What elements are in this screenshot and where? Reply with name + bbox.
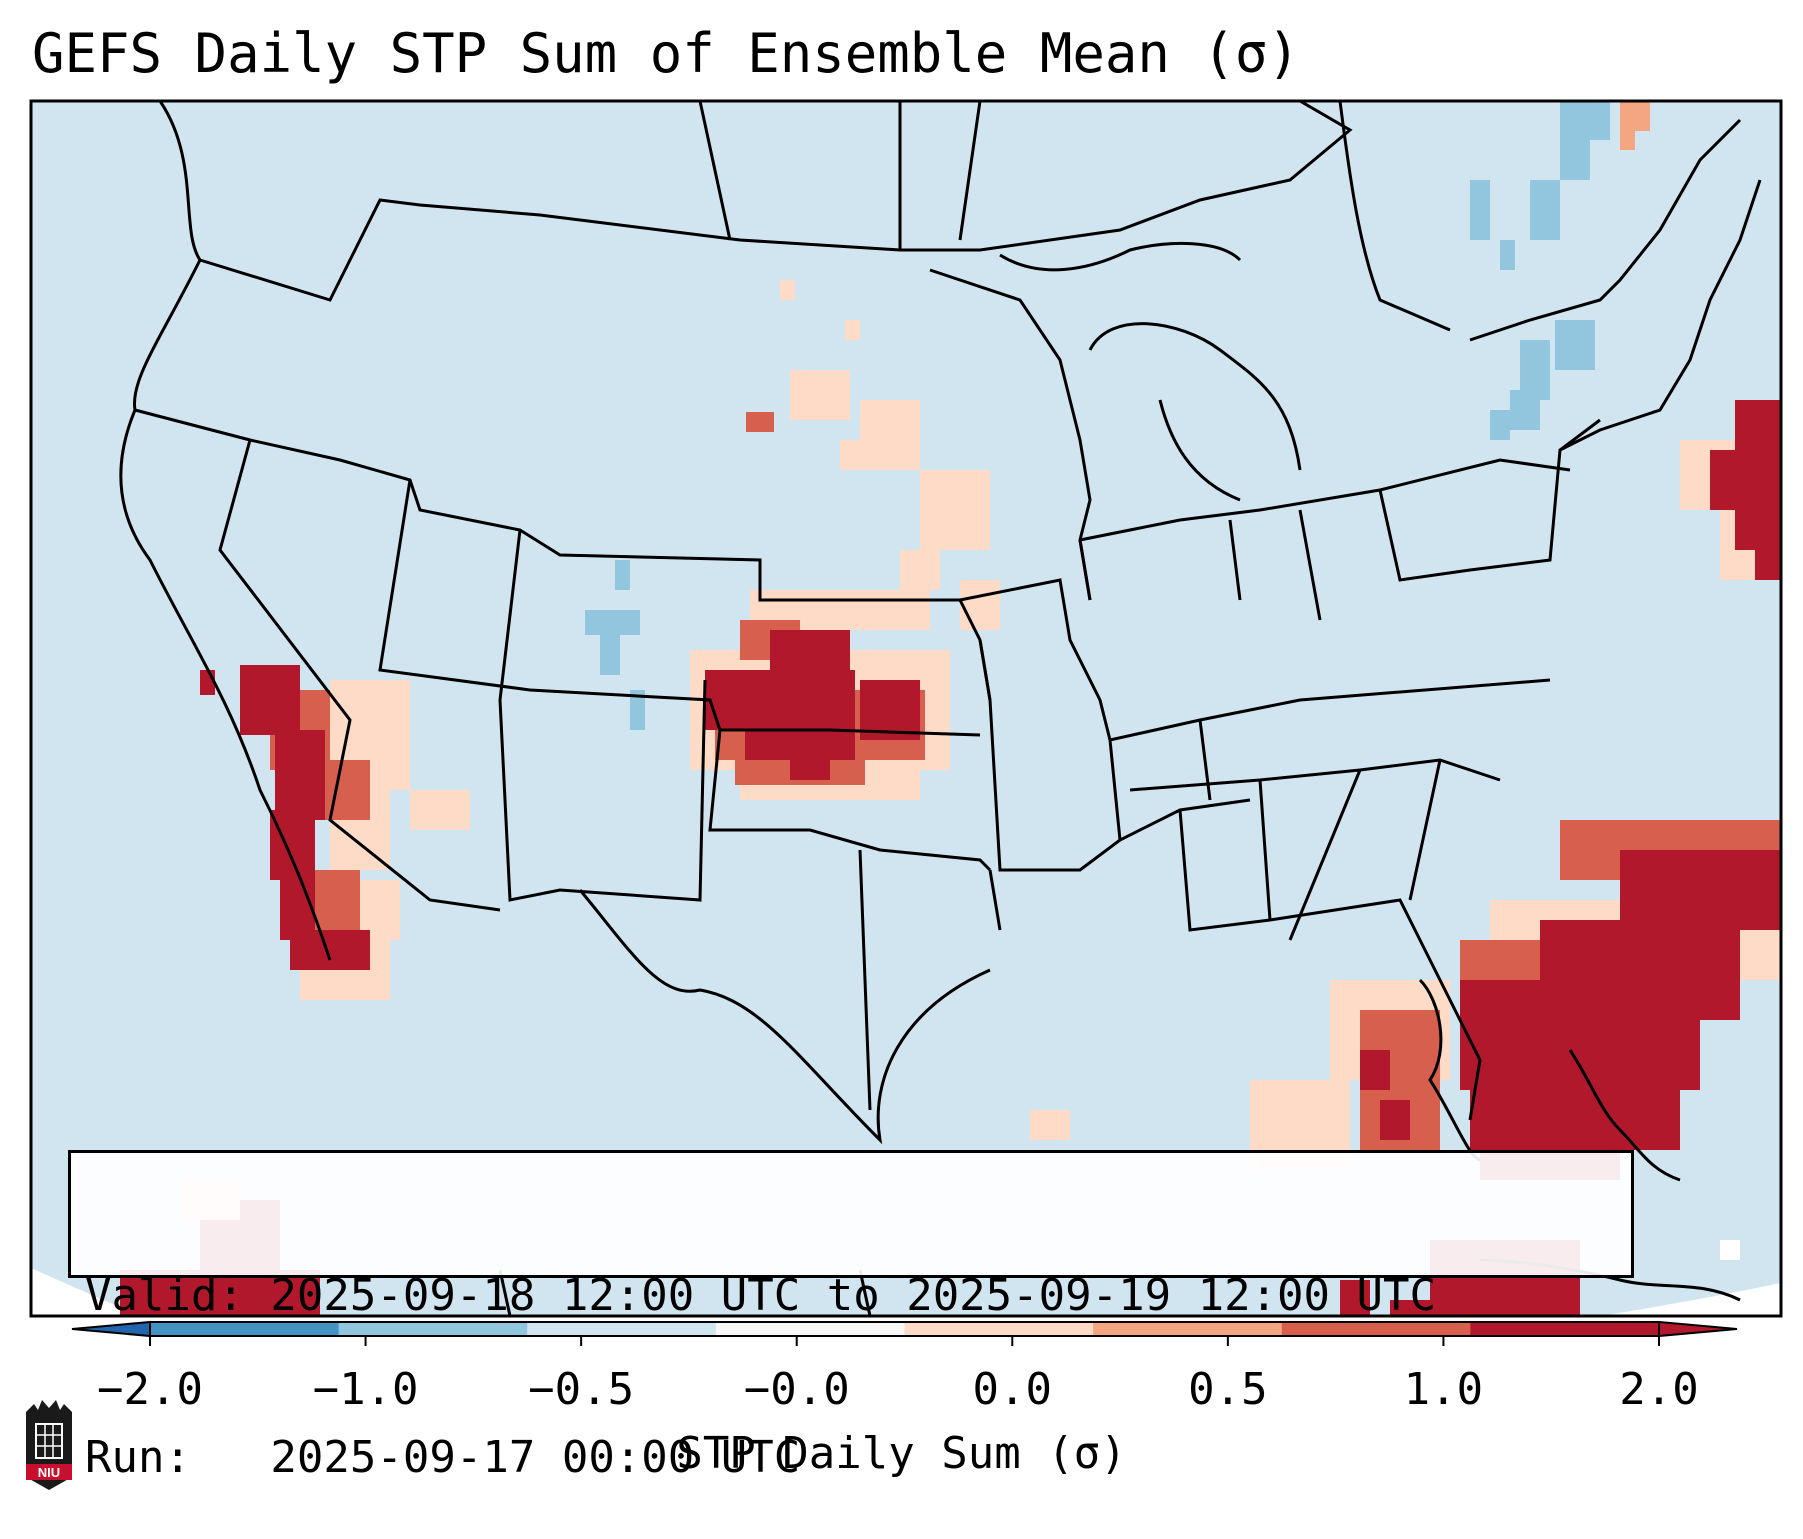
valid-line: Valid: 2025-09-18 12:00 UTC to 2025-09-1… xyxy=(85,1270,1437,1321)
plains-nebraska-dakota xyxy=(780,280,1000,630)
colorbar-tick-label: −0.0 xyxy=(744,1364,850,1415)
colorado-rockies xyxy=(585,560,645,730)
run-line: Run: 2025-09-17 00:00 UTC xyxy=(85,1432,801,1483)
colorbar-tick-label: 0.5 xyxy=(1188,1364,1267,1415)
colorbar-segment xyxy=(904,1322,1094,1336)
colorbar-segment xyxy=(715,1322,905,1336)
plains-small-red xyxy=(746,412,774,432)
colorbar-extend-low xyxy=(71,1320,151,1338)
colorbar-tick-label: 0.0 xyxy=(973,1364,1052,1415)
new-england-offshore-high xyxy=(1710,400,1781,580)
california-central-valley xyxy=(300,680,470,1000)
map-frame xyxy=(29,99,1783,1318)
colorbar-segment xyxy=(338,1322,528,1336)
colorbar-label: STP Daily Sum (σ) xyxy=(676,1428,1127,1479)
oklahoma-kansas-core-high xyxy=(705,630,920,780)
outside-projection-left xyxy=(31,1268,140,1316)
niu-logo: NIU xyxy=(26,1400,72,1490)
california-central-valley-high xyxy=(200,665,370,970)
colorbar-extend-high xyxy=(1658,1320,1738,1338)
validity-info-box: Valid: 2025-09-18 12:00 UTC to 2025-09-1… xyxy=(68,1150,1634,1483)
quebec-northeast xyxy=(1470,101,1610,440)
colorbar-tick-label: −2.0 xyxy=(97,1364,203,1415)
map-title: GEFS Daily STP Sum of Ensemble Mean (σ) xyxy=(32,22,1300,85)
map-panel[interactable] xyxy=(0,0,1803,1506)
quebec-northeast-pink xyxy=(1620,101,1650,150)
colorbar-tick-label: 2.0 xyxy=(1619,1364,1698,1415)
outside-projection-right xyxy=(1600,1283,1781,1316)
svg-text:NIU: NIU xyxy=(38,1465,60,1480)
colorbar-segment xyxy=(527,1322,717,1336)
colorbar-tick-label: −0.5 xyxy=(528,1364,634,1415)
colorbar-segment xyxy=(1093,1322,1283,1336)
florida-atlantic-offshore-high xyxy=(1360,850,1781,1180)
colorbar-segment xyxy=(1281,1322,1471,1336)
colorbar-segment xyxy=(1470,1322,1660,1336)
colorbar-tick-label: 1.0 xyxy=(1404,1364,1483,1415)
political-boundaries xyxy=(119,101,1762,1316)
colorbar: −2.0 −1.0 −0.5 −0.0 0.0 0.5 1.0 2.0 xyxy=(71,1320,1738,1415)
colorbar-tick-label: −1.0 xyxy=(313,1364,419,1415)
colorbar-segment xyxy=(150,1322,340,1336)
colorbar-frame xyxy=(149,1321,1660,1337)
bahamas-box-pink xyxy=(1720,1240,1740,1260)
